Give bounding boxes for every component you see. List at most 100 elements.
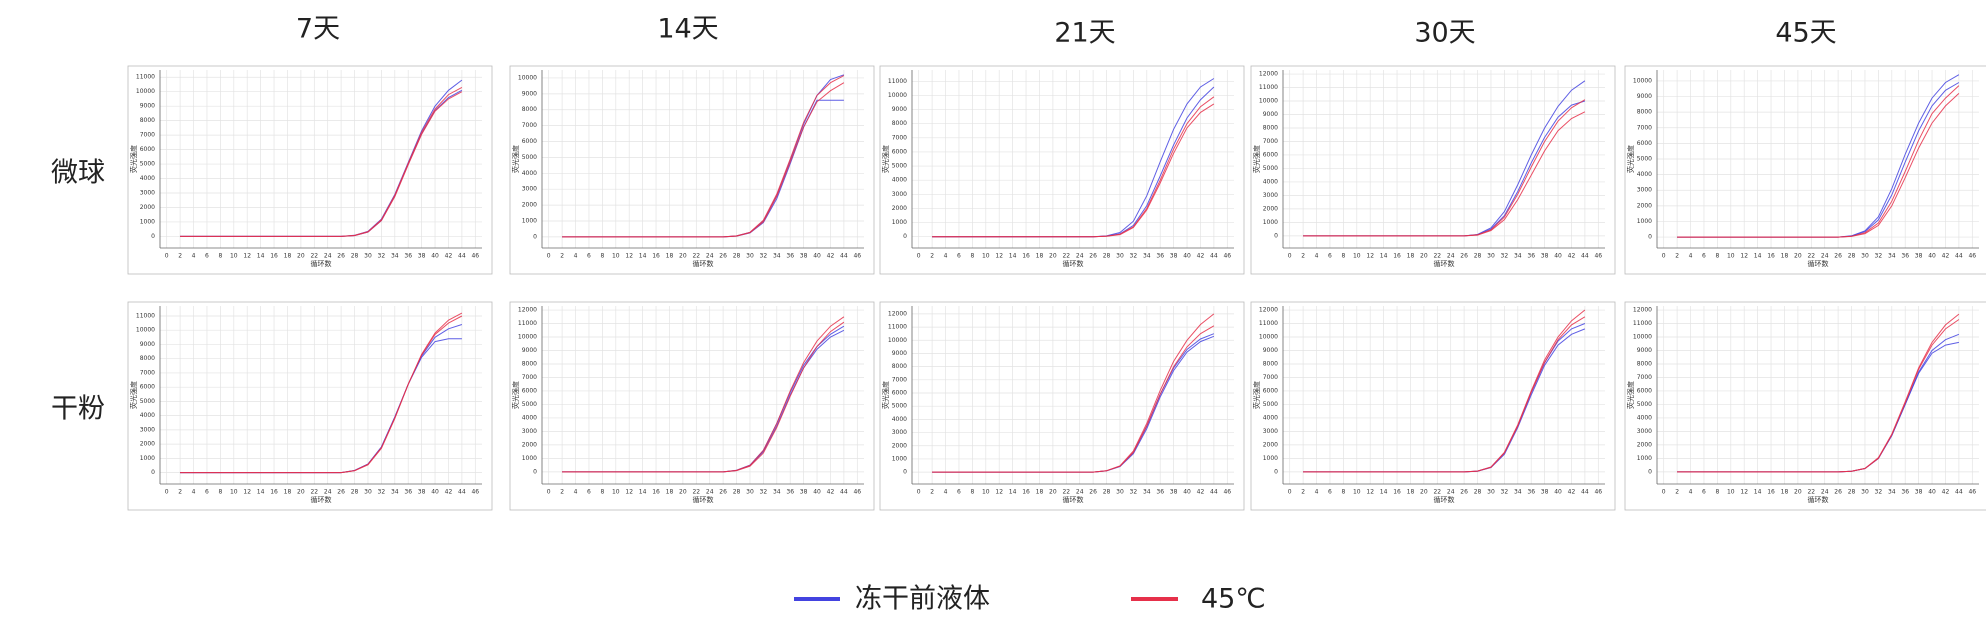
x-tick-label: 8	[600, 489, 604, 496]
x-tick-label: 24	[1821, 489, 1829, 496]
x-tick-label: 16	[652, 489, 660, 496]
x-tick-label: 2	[1301, 489, 1305, 496]
x-tick-label: 32	[760, 253, 768, 260]
x-tick-label: 44	[1210, 253, 1218, 260]
x-tick-label: 32	[1130, 489, 1138, 496]
x-tick-label: 14	[639, 253, 647, 260]
y-tick-label: 1000	[892, 455, 907, 462]
x-tick-label: 18	[1781, 489, 1789, 496]
y-tick-label: 6000	[892, 148, 907, 155]
x-tick-label: 28	[1848, 489, 1856, 496]
y-tick-label: 12000	[1259, 71, 1278, 78]
x-tick-label: 24	[706, 489, 714, 496]
x-tick-label: 22	[1807, 489, 1815, 496]
series-line	[932, 103, 1215, 238]
y-tick-label: 7000	[892, 376, 907, 383]
x-tick-label: 20	[1049, 253, 1057, 260]
y-tick-label: 11000	[136, 74, 155, 81]
x-tick-label: 2	[1675, 489, 1679, 496]
y-tick-label: 0	[1648, 234, 1652, 241]
x-tick-label: 16	[270, 253, 278, 260]
x-tick-label: 22	[1807, 253, 1815, 260]
y-tick-label: 1000	[140, 455, 155, 462]
y-tick-label: 9000	[1637, 93, 1652, 100]
x-tick-label: 0	[917, 253, 921, 260]
panel-frame	[509, 65, 875, 275]
series-line	[562, 99, 844, 238]
x-tick-label: 4	[192, 253, 196, 260]
y-tick-label: 6000	[140, 384, 155, 391]
x-tick-label: 4	[1689, 489, 1693, 496]
y-tick-label: 6000	[522, 387, 537, 394]
series-line	[180, 312, 463, 474]
x-tick-label: 20	[679, 253, 687, 260]
x-tick-label: 10	[612, 489, 620, 496]
y-axis-title: 荧光强度	[129, 145, 138, 173]
y-tick-label: 6000	[522, 138, 537, 145]
x-tick-label: 30	[364, 253, 372, 260]
x-tick-label: 42	[1568, 253, 1576, 260]
y-tick-label: 3000	[1263, 192, 1278, 199]
legend-label: 45℃	[1201, 584, 1266, 615]
x-tick-label: 12	[1366, 489, 1374, 496]
x-tick-label: 38	[1170, 253, 1178, 260]
y-tick-label: 8000	[892, 363, 907, 370]
y-tick-label: 5000	[1263, 165, 1278, 172]
y-tick-label: 3000	[892, 191, 907, 198]
x-tick-label: 4	[1689, 253, 1693, 260]
y-tick-label: 11000	[888, 78, 907, 85]
x-tick-label: 38	[800, 253, 808, 260]
x-tick-label: 20	[1420, 253, 1428, 260]
x-tick-label: 14	[1754, 489, 1762, 496]
column-heading: 30天	[1414, 18, 1475, 49]
x-tick-label: 14	[1380, 253, 1388, 260]
x-tick-label: 18	[1407, 489, 1415, 496]
x-tick-label: 40	[1183, 253, 1191, 260]
x-tick-label: 30	[1861, 253, 1869, 260]
x-tick-label: 24	[1076, 489, 1084, 496]
panel-frame	[879, 65, 1245, 275]
x-tick-label: 36	[404, 489, 412, 496]
y-tick-label: 7000	[140, 132, 155, 139]
x-tick-label: 32	[1875, 253, 1883, 260]
x-tick-label: 26	[337, 489, 345, 496]
series-line	[1303, 316, 1586, 473]
y-tick-label: 11000	[888, 324, 907, 331]
series-line	[1303, 323, 1586, 473]
x-tick-label: 10	[982, 489, 990, 496]
x-tick-label: 6	[587, 489, 591, 496]
y-tick-label: 3000	[1637, 428, 1652, 435]
x-tick-label: 26	[1460, 489, 1468, 496]
y-tick-label: 7000	[522, 122, 537, 129]
series-line	[1677, 313, 1960, 473]
x-tick-label: 36	[1901, 253, 1909, 260]
x-tick-label: 12	[625, 489, 633, 496]
x-axis-title: 循环数	[1063, 495, 1084, 504]
x-tick-label: 34	[1143, 489, 1151, 496]
x-tick-label: 8	[1341, 489, 1345, 496]
x-tick-label: 0	[165, 253, 169, 260]
x-tick-label: 34	[1514, 253, 1522, 260]
x-tick-label: 8	[970, 489, 974, 496]
x-tick-label: 34	[391, 253, 399, 260]
x-tick-label: 38	[418, 489, 426, 496]
x-tick-label: 44	[840, 253, 848, 260]
x-tick-label: 46	[853, 489, 861, 496]
y-tick-label: 2000	[1637, 441, 1652, 448]
panel-frame	[1624, 301, 1986, 511]
x-tick-label: 40	[1183, 489, 1191, 496]
y-tick-label: 3000	[1263, 428, 1278, 435]
y-tick-label: 11000	[1633, 320, 1652, 327]
y-tick-label: 8000	[1637, 360, 1652, 367]
x-tick-label: 14	[1009, 253, 1017, 260]
y-tick-label: 4000	[892, 416, 907, 423]
x-tick-label: 42	[1942, 489, 1950, 496]
x-tick-label: 2	[178, 489, 182, 496]
y-tick-label: 9000	[892, 106, 907, 113]
x-tick-label: 8	[218, 253, 222, 260]
y-tick-label: 0	[151, 233, 155, 240]
x-tick-label: 18	[1036, 253, 1044, 260]
y-tick-label: 12000	[1259, 307, 1278, 314]
y-tick-label: 10000	[1633, 77, 1652, 84]
x-tick-label: 6	[957, 253, 961, 260]
